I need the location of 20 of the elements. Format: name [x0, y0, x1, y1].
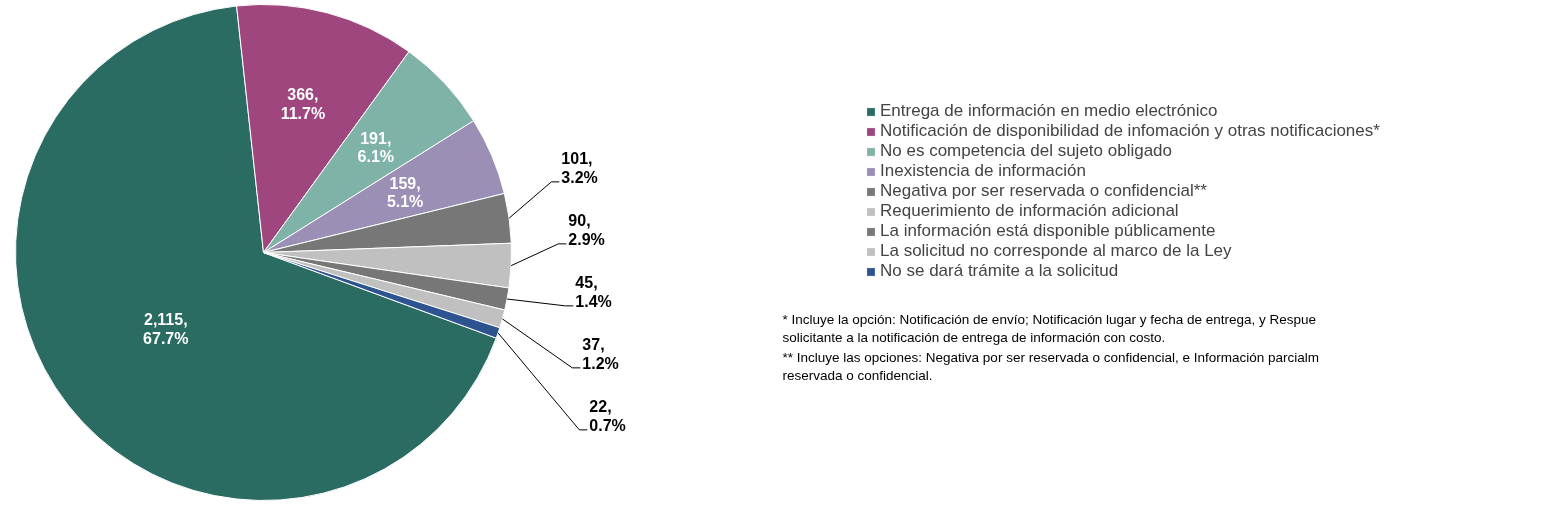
legend-label: Requerimiento de información adicional: [880, 201, 1179, 221]
data-label: 191, 6.1%: [357, 129, 395, 166]
data-label: 22, 0.7%: [589, 398, 626, 434]
legend-label: La solicitud no corresponde al marco de la Ley: [880, 241, 1232, 261]
data-label: 2,115, 67.7%: [143, 311, 189, 347]
legend-label: No es competencia del sujeto obligado: [880, 141, 1173, 161]
legend-label: La información está disponible públicamente: [880, 221, 1216, 241]
legend-label: Notificación de disponibilidad de infomación y otras notificaciones*: [880, 121, 1380, 141]
text: ** Incluye las opciones: Negativa por ser reservada o confidencial, e Información parcialm reservada o confidencial.: [782, 349, 1320, 383]
legend-label: No se dará trámite a la solicitud: [880, 261, 1119, 281]
data-label: 159, 5.1%: [386, 174, 424, 211]
text: * Incluye la opción: Notificación de envío; Notificación lugar y fecha de entrega, y Respue solicitante a la notificación de entrega de información con costo.: [782, 311, 1317, 345]
data-label: 45, 1.4%: [575, 274, 612, 310]
data-label: 366, 11.7%: [280, 86, 326, 122]
data-label: 90, 2.9%: [568, 212, 605, 248]
legend-label: Entrega de información en medio electrónico: [880, 101, 1218, 121]
legend-label: Inexistencia de información: [880, 161, 1087, 181]
data-label: 101, 3.2%: [561, 150, 598, 186]
data-label: 37, 1.2%: [582, 336, 619, 372]
legend-label: Negativa por ser reservada o confidencial**: [880, 181, 1207, 201]
